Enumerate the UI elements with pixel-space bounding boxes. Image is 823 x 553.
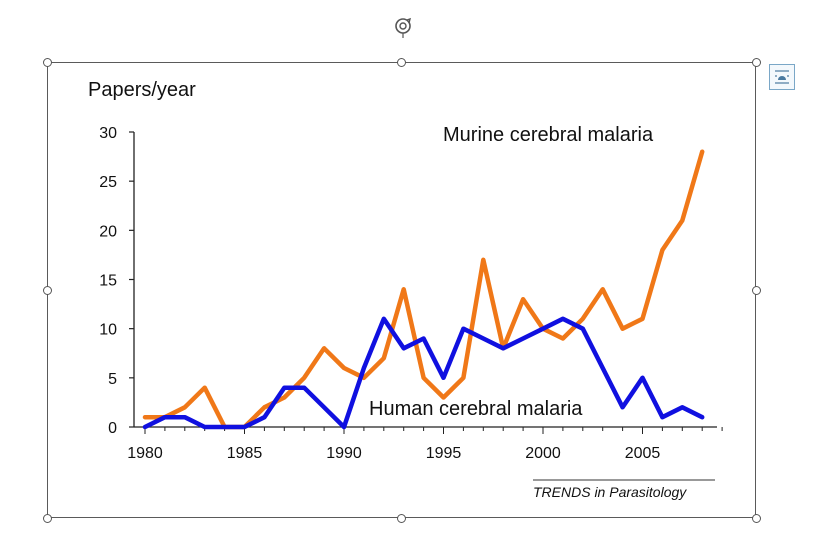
y-tick-label: 25 bbox=[99, 174, 117, 191]
y-tick-label: 0 bbox=[108, 420, 117, 437]
y-tick-label: 15 bbox=[99, 273, 117, 290]
y-tick-label: 10 bbox=[99, 322, 117, 339]
resize-handle-right[interactable] bbox=[752, 286, 761, 295]
resize-handle-bottom-left[interactable] bbox=[43, 514, 52, 523]
x-tick-label: 1990 bbox=[326, 445, 362, 462]
x-tick-label: 1995 bbox=[426, 445, 462, 462]
y-axis-label: Papers/year bbox=[88, 79, 196, 101]
resize-handle-top-right[interactable] bbox=[752, 58, 761, 67]
x-tick-label: 2000 bbox=[525, 445, 561, 462]
x-tick-label: 2005 bbox=[625, 445, 661, 462]
series-line-murine bbox=[142, 149, 705, 430]
x-tick-label: 1985 bbox=[227, 445, 263, 462]
resize-handle-left[interactable] bbox=[43, 286, 52, 295]
y-tick-label: 30 bbox=[99, 125, 117, 142]
series-label-murine: Murine cerebral malaria bbox=[443, 124, 654, 146]
layout-options-button[interactable] bbox=[769, 64, 795, 90]
layout-options-icon bbox=[775, 70, 789, 84]
resize-handle-top-left[interactable] bbox=[43, 58, 52, 67]
rotate-handle-icon[interactable] bbox=[392, 16, 414, 38]
resize-handle-bottom[interactable] bbox=[397, 514, 406, 523]
resize-handle-bottom-right[interactable] bbox=[752, 514, 761, 523]
y-tick-label: 5 bbox=[108, 371, 117, 388]
chart-series bbox=[142, 149, 705, 430]
x-tick-label: 1980 bbox=[127, 445, 163, 462]
resize-handle-top[interactable] bbox=[397, 58, 406, 67]
series-line-human bbox=[142, 316, 705, 430]
source-credit: TRENDS in Parasitology bbox=[533, 484, 687, 500]
y-tick-label: 20 bbox=[99, 223, 117, 240]
series-label-human: Human cerebral malaria bbox=[369, 398, 583, 420]
